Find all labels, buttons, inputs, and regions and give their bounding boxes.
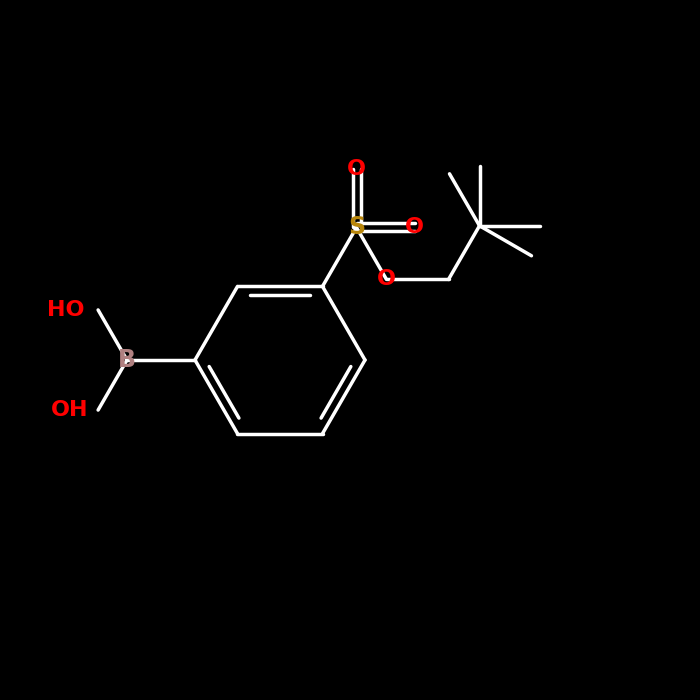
Text: O: O xyxy=(347,160,366,179)
Text: HO: HO xyxy=(47,300,84,320)
Text: O: O xyxy=(377,270,396,290)
Text: O: O xyxy=(405,218,424,237)
Text: B: B xyxy=(118,348,136,372)
Text: OH: OH xyxy=(50,400,88,420)
Text: S: S xyxy=(348,216,365,239)
